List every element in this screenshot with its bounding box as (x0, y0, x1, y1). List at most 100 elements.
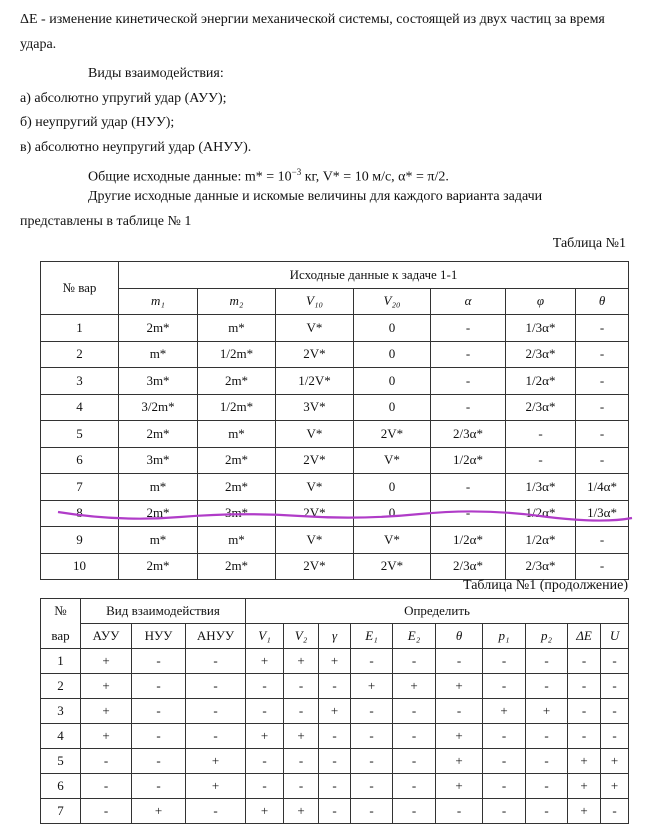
list-item: в) абсолютно неупругий удар (АНУУ). (20, 140, 252, 155)
table-row: 3 + - - - - + - - - + + - - (40, 698, 630, 724)
cell: 7 (40, 473, 119, 501)
cell: + (567, 798, 602, 824)
cell: 2m* (118, 314, 198, 342)
cell: - (567, 698, 602, 724)
cell: - (482, 723, 527, 749)
header-cell: θ (435, 623, 484, 649)
cell: - (350, 748, 394, 774)
cell: - (350, 798, 394, 824)
cell: - (600, 798, 630, 824)
header-cell: V₂ (283, 623, 320, 649)
cell: - (350, 648, 394, 674)
header-cell: Определить (245, 598, 630, 624)
cell: V* (275, 314, 354, 342)
cell: + (600, 748, 630, 774)
cell: - (482, 648, 527, 674)
cell: - (318, 773, 352, 799)
cell: - (600, 698, 630, 724)
cell: 8 (40, 499, 119, 527)
text: Общие исходные данные: m* = 10 (88, 169, 292, 185)
cell: + (283, 648, 320, 674)
cell: + (245, 798, 285, 824)
table-row: 4 + - - + + - - - + - - - - (40, 723, 630, 749)
table-row: 5 2m* m* V* 2V* 2/3α* - - (40, 420, 630, 448)
cell: 10 (40, 552, 119, 580)
table-row: 2 m* 1/2m* 2V* 0-2/3α* - (40, 340, 630, 368)
table: № Вид взаимодействия Определить вар АУУ НУУ АН… (40, 598, 630, 824)
cell: m* (197, 420, 276, 448)
cell: - (184, 723, 247, 749)
cell: m* (197, 526, 276, 554)
list-item: а) абсолютно упругий удар (АУУ); (20, 91, 227, 106)
table-caption: Таблица №1 (продолжение) (463, 578, 628, 593)
cell: m* (118, 340, 198, 368)
header-cell: p₂ (525, 623, 569, 649)
cell: - (283, 748, 320, 774)
cell: + (283, 723, 320, 749)
cell: 3m* (118, 367, 198, 395)
cell: 9 (40, 526, 119, 554)
superscript: −3 (291, 167, 302, 177)
paragraph: ΔE - изменение кинетической энергии меха… (20, 12, 605, 52)
cell: - (318, 798, 352, 824)
cell: - (245, 698, 285, 724)
cell: 2 (40, 673, 81, 699)
cell: - (525, 723, 569, 749)
cell: - (245, 773, 285, 799)
cell: 1 (40, 314, 119, 342)
cell: 2m* (118, 499, 198, 527)
cell: + (184, 773, 247, 799)
cell: + (184, 748, 247, 774)
cell: - (184, 798, 247, 824)
cell: 2m* (118, 552, 198, 580)
cell: 2m* (118, 420, 198, 448)
cell: - (283, 698, 320, 724)
header-cell: вар (40, 623, 81, 649)
cell: - (184, 648, 247, 674)
header-row: № вар Исходные данные к задаче 1-1 (40, 261, 630, 315)
cell: - (392, 798, 437, 824)
cell: - (600, 648, 630, 674)
cell: 2V* (275, 499, 354, 527)
header-cell: E₁ (350, 623, 394, 649)
cell: - (574, 340, 630, 368)
table: № вар Исходные данные к задаче 1-1 m₁ m₂ V₁₀… (40, 261, 630, 580)
text: кг, V* = 10 м/с, α* = π/2. (301, 169, 449, 185)
cell: 2V* (275, 340, 354, 368)
cell: V* (275, 420, 354, 448)
cell: 0 (353, 473, 431, 501)
cell: 1/3α* (505, 314, 576, 342)
cell: - (350, 723, 394, 749)
cell: 2m* (197, 446, 276, 474)
cell: 5 (40, 420, 119, 448)
header-cell: m₁ (118, 287, 198, 315)
table-caption: Таблица №1 (552, 236, 626, 251)
cell: - (430, 314, 506, 342)
cell: + (350, 673, 394, 699)
cell: - (430, 340, 506, 368)
table-row: 2 + - - - - - + + + - - - - (40, 673, 630, 699)
cell: - (574, 393, 630, 421)
header-row: вар АУУ НУУ АНУУ V₁ V₂ γ E₁ E₂ θ p₁ p₂ ΔE U (40, 623, 630, 649)
cell: + (131, 798, 186, 824)
cell: - (574, 420, 630, 448)
cell: 2/3α* (505, 340, 576, 368)
header-cell: № (40, 598, 81, 624)
cell: + (567, 748, 602, 774)
cell: 1/4α* (574, 473, 630, 501)
table-row: 1 2m* m* V* 0-1/3α* - (40, 314, 630, 342)
cell: - (131, 748, 186, 774)
header-cell: m₂ (197, 287, 276, 315)
cell: - (574, 367, 630, 395)
header-cell: НУУ (131, 623, 186, 649)
cell: 2/3α* (505, 393, 576, 421)
cell: + (283, 798, 320, 824)
cell: + (435, 748, 484, 774)
cell: - (131, 648, 186, 674)
cell: 0 (353, 393, 431, 421)
cell: - (574, 526, 630, 554)
cell: + (435, 673, 484, 699)
cell: - (505, 420, 576, 448)
